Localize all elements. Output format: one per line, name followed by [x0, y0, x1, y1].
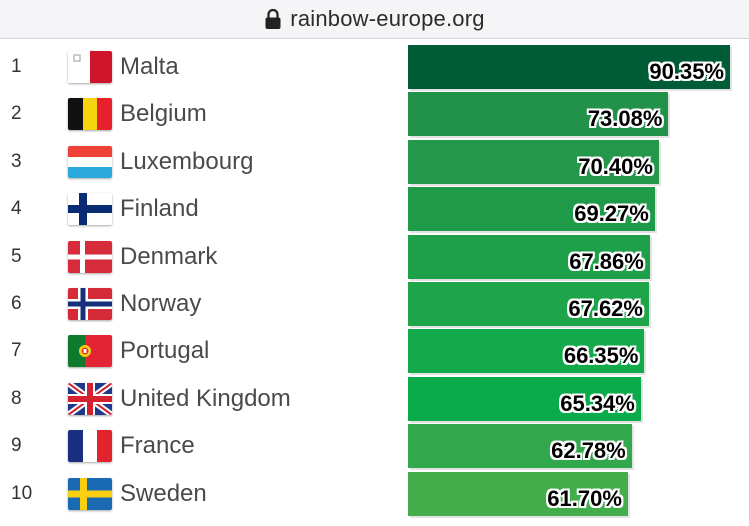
bar — [408, 329, 645, 374]
rank-label: 3 — [11, 150, 22, 172]
country-label: Finland — [120, 195, 199, 223]
country-label: Portugal — [120, 337, 210, 365]
malta-flag-icon — [68, 51, 112, 83]
chart-row: 10 Sweden 61.70% — [0, 470, 749, 517]
bar — [408, 187, 655, 232]
chart-row: 4 Finland 69.27% — [0, 185, 749, 232]
value-label: 73.08% — [587, 106, 663, 132]
rank-label: 8 — [11, 387, 22, 409]
value-label: 62.78% — [551, 438, 626, 464]
value-label: 61.70% — [547, 485, 622, 511]
belgium-flag-icon — [68, 98, 112, 131]
lock-icon — [265, 8, 281, 29]
value-label: 65.34% — [560, 390, 635, 416]
bar — [408, 424, 632, 469]
value-label: 69.27% — [574, 201, 649, 227]
bar — [408, 376, 641, 421]
denmark-flag-icon — [68, 240, 112, 273]
value-label: 67.86% — [569, 248, 644, 274]
luxembourg-flag-icon — [68, 145, 112, 178]
country-label: Malta — [120, 53, 179, 80]
portugal-flag-icon — [68, 335, 112, 368]
address-bar[interactable]: rainbow-europe.org — [0, 0, 749, 39]
value-label: 67.62% — [568, 296, 643, 321]
rank-label: 9 — [11, 435, 22, 457]
value-label: 90.35% — [649, 59, 724, 84]
country-label: Norway — [120, 290, 202, 317]
chart-row: 8 United Kingdom 65.34% — [0, 375, 749, 422]
url-text: rainbow-europe.org — [290, 6, 485, 31]
rank-label: 7 — [11, 340, 22, 362]
bar — [408, 234, 650, 279]
bar — [408, 139, 659, 184]
finland-flag-icon — [68, 193, 112, 226]
country-label: Belgium — [120, 100, 207, 128]
rank-label: 5 — [11, 245, 22, 267]
sweden-flag-icon — [68, 477, 112, 510]
country-ranking-chart: 1 Malta 90.35% 2 Belgium 73.08% 3 Luxembourg 70.… — [0, 43, 749, 520]
rank-label: 6 — [11, 293, 22, 314]
rank-label: 4 — [11, 198, 22, 220]
chart-row: 7 Portugal 66.35% — [0, 327, 749, 374]
bar — [408, 282, 649, 326]
rank-label: 1 — [11, 56, 22, 77]
france-flag-icon — [68, 430, 112, 463]
chart-row: 9 France 62.78% — [0, 422, 749, 469]
value-label: 66.35% — [563, 343, 639, 369]
chart-row: 3 Luxembourg 70.40% — [0, 138, 749, 185]
country-label: Denmark — [120, 242, 218, 270]
bar — [408, 92, 669, 137]
chart-row: 2 Belgium 73.08% — [0, 90, 749, 137]
bar — [408, 471, 628, 516]
country-label: France — [120, 432, 195, 460]
value-label: 70.40% — [578, 153, 653, 179]
chart-row: 5 Denmark 67.86% — [0, 233, 749, 280]
uk-flag-icon — [68, 382, 112, 415]
norway-flag-icon — [68, 288, 112, 320]
chart-row: 6 Norway 67.62% — [0, 280, 749, 327]
rank-label: 10 — [11, 482, 33, 504]
country-label: Luxembourg — [120, 147, 254, 175]
rank-label: 2 — [11, 103, 22, 125]
country-label: United Kingdom — [120, 384, 291, 412]
bar — [408, 45, 730, 89]
chart-row: 1 Malta 90.35% — [0, 43, 749, 90]
country-label: Sweden — [120, 479, 207, 507]
